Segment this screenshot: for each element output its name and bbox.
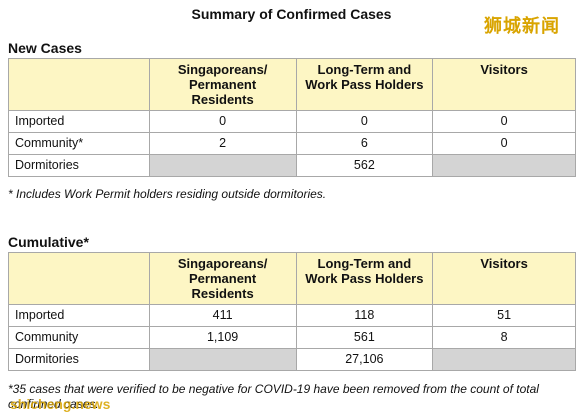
table-header-row: Singaporeans/ Permanent Residents Long-T…	[8, 252, 576, 305]
cell-value: 0	[432, 110, 576, 133]
header-blank-cell	[8, 58, 150, 111]
new-cases-table: Singaporeans/ Permanent Residents Long-T…	[8, 58, 576, 177]
table-row: Dormitories 27,106	[8, 348, 576, 371]
row-label: Imported	[8, 110, 150, 133]
header-residents: Singaporeans/ Permanent Residents	[148, 252, 297, 305]
header-visitors: Visitors	[432, 252, 576, 305]
table-row: Dormitories 562	[8, 154, 576, 177]
cell-value: 27,106	[295, 348, 434, 371]
cumulative-table: Singaporeans/ Permanent Residents Long-T…	[8, 252, 576, 371]
cell-value: 562	[295, 154, 434, 177]
cell-value: 0	[432, 132, 576, 155]
header-pass-holders: Long-Term and Work Pass Holders	[295, 58, 434, 111]
cell-value: 411	[148, 304, 297, 327]
table-row: Imported 411 118 51	[8, 304, 576, 327]
cell-empty	[432, 348, 576, 371]
header-blank-cell	[8, 252, 150, 305]
cumulative-footnote: *35 cases that were verified to be negat…	[8, 382, 539, 411]
cell-value: 2	[148, 132, 297, 155]
table-row: Community 1,109 561 8	[8, 326, 576, 349]
row-label: Community*	[8, 132, 150, 155]
cell-empty	[432, 154, 576, 177]
header-pass-holders: Long-Term and Work Pass Holders	[295, 252, 434, 305]
header-visitors: Visitors	[432, 58, 576, 111]
cell-empty	[148, 154, 297, 177]
cumulative-heading: Cumulative*	[8, 234, 89, 250]
cell-value: 6	[295, 132, 434, 155]
header-residents: Singaporeans/ Permanent Residents	[148, 58, 297, 111]
cell-empty	[148, 348, 297, 371]
cell-value: 1,109	[148, 326, 297, 349]
page-title: Summary of Confirmed Cases	[191, 6, 392, 22]
cell-value: 0	[148, 110, 297, 133]
cell-value: 561	[295, 326, 434, 349]
new-cases-heading: New Cases	[8, 40, 82, 56]
row-label: Community	[8, 326, 150, 349]
row-label: Imported	[8, 304, 150, 327]
cell-value: 118	[295, 304, 434, 327]
row-label: Dormitories	[8, 154, 150, 177]
table-row: Imported 0 0 0	[8, 110, 576, 133]
new-cases-footnote: * Includes Work Permit holders residing …	[8, 187, 327, 201]
brand-logo: 狮城新闻	[484, 16, 560, 37]
cell-value: 8	[432, 326, 576, 349]
table-header-row: Singaporeans/ Permanent Residents Long-T…	[8, 58, 576, 111]
cell-value: 51	[432, 304, 576, 327]
cell-value: 0	[295, 110, 434, 133]
table-row: Community* 2 6 0	[8, 132, 576, 155]
row-label: Dormitories	[8, 348, 150, 371]
watermark: shicheng.news	[10, 396, 111, 412]
